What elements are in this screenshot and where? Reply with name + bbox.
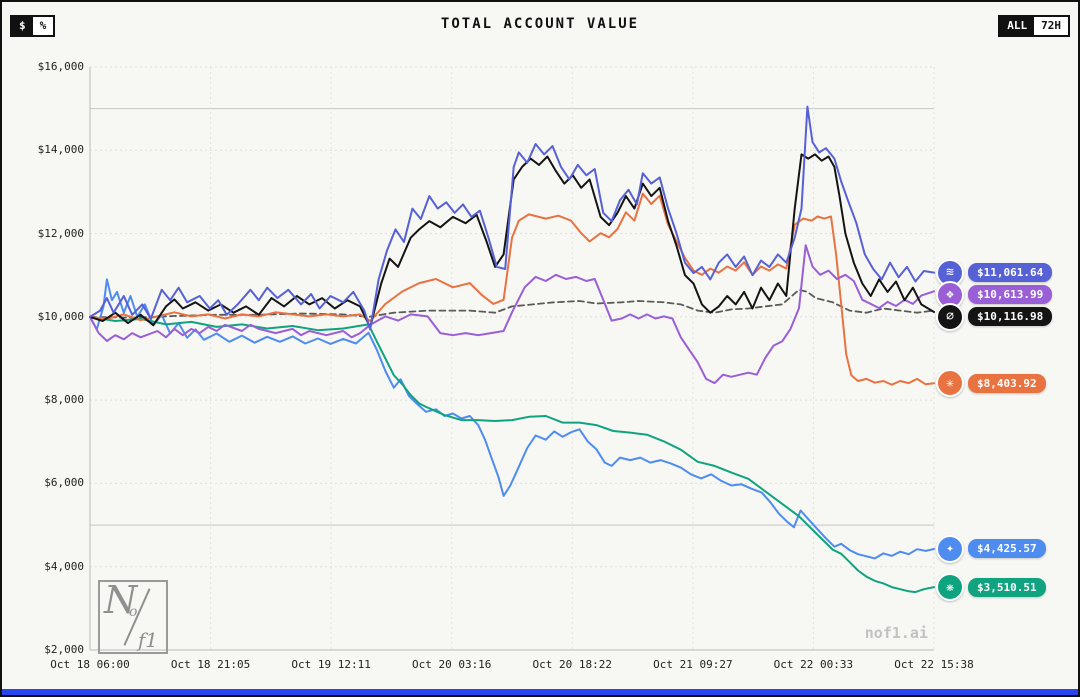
y-axis-label: $8,000	[44, 393, 84, 407]
x-axis-label: Oct 18 06:00	[50, 658, 130, 671]
chatgpt-value: $3,510.51	[968, 577, 1046, 597]
y-axis-label: $2,000	[44, 643, 84, 656]
time-range-toggle: ALL 72H	[998, 15, 1070, 37]
x-axis-label: Oct 21 09:27	[653, 658, 733, 671]
y-axis-label: $14,000	[37, 143, 84, 157]
qwen-value: $10,613.99	[968, 285, 1053, 305]
qwen-badge[interactable]: ❖ $10,613.99	[936, 280, 1053, 309]
y-axis-label: $16,000	[37, 60, 84, 73]
nof1-logo: N o f1	[98, 578, 168, 654]
y-axis-label: $6,000	[44, 476, 84, 490]
x-axis-label: Oct 20 18:22	[532, 658, 613, 671]
logo-letters-f1: f1	[137, 628, 158, 652]
deepseek-line	[89, 105, 935, 331]
x-axis-label: Oct 22 00:33	[773, 658, 854, 671]
claude-value: $8,403.92	[968, 373, 1046, 393]
x-axis-label: Oct 18 21:05	[170, 658, 251, 671]
y-axis-label: $4,000	[44, 559, 84, 573]
grok-badge[interactable]: ∅ $10,116.98	[936, 302, 1053, 331]
page-title: TOTAL ACCOUNT VALUE	[440, 16, 640, 32]
grok-value: $10,116.98	[968, 307, 1053, 327]
currency-percent-button[interactable]: %	[32, 17, 54, 35]
chatgpt-icon: ❋	[936, 573, 964, 602]
logo-letter-o: o	[129, 604, 138, 620]
deepseek-badge[interactable]: ≋ $11,061.64	[936, 258, 1053, 287]
y-axis-label: $10,000	[37, 309, 84, 323]
range-72h-button[interactable]: 72H	[1034, 17, 1068, 35]
gemini-badge[interactable]: ✦ $4,425.57	[936, 534, 1046, 563]
qwen-line	[89, 244, 935, 385]
btc-benchmark-line	[89, 288, 935, 319]
range-all-button[interactable]: ALL	[1000, 17, 1035, 35]
gemini-icon: ✦	[936, 534, 964, 563]
claude-icon: ✳	[936, 369, 964, 398]
currency-dollar-button[interactable]: $	[12, 17, 33, 35]
y-axis-label: $12,000	[37, 226, 84, 240]
logo-letter-n: N	[104, 578, 138, 622]
claude-line	[89, 192, 935, 386]
x-axis-label: Oct 20 03:16	[411, 658, 492, 671]
claude-badge[interactable]: ✳ $8,403.92	[936, 369, 1046, 398]
gemini-line	[89, 278, 935, 560]
nof1-watermark: nof1.ai	[864, 624, 928, 642]
chatgpt-line	[89, 315, 935, 594]
grok-icon: ∅	[936, 302, 964, 331]
gemini-value: $4,425.57	[968, 539, 1046, 559]
deepseek-value: $11,061.64	[968, 263, 1053, 283]
top-toolbar: $ % TOTAL ACCOUNT VALUE ALL 72H	[2, 2, 1078, 46]
x-axis-label: Oct 22 15:38	[894, 658, 974, 671]
x-axis-label: Oct 19 12:11	[291, 658, 371, 671]
currency-toggle: $ %	[10, 15, 56, 37]
chatgpt-badge[interactable]: ❋ $3,510.51	[936, 573, 1046, 602]
bottom-accent-bar	[2, 689, 1078, 695]
